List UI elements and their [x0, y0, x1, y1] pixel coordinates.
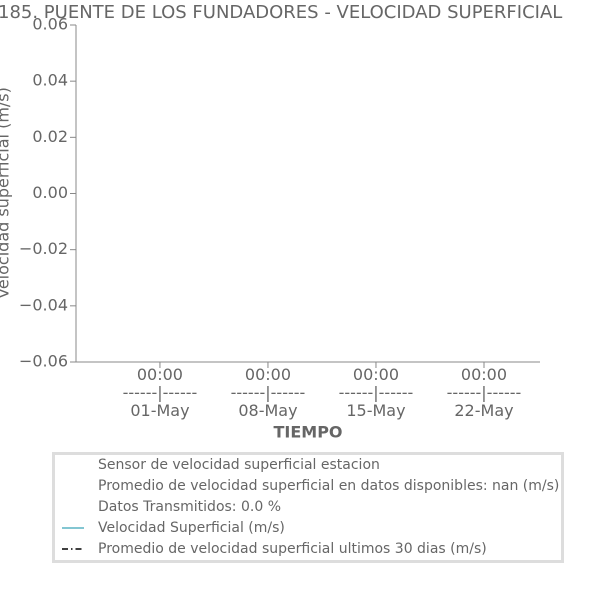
- y-tick-label: 0.04: [32, 71, 68, 90]
- x-tick-label: 00:00 ------|------22-May: [447, 365, 522, 420]
- x-axis-label: TIEMPO: [273, 423, 342, 442]
- chart-title: 185. PUENTE DE LOS FUNDADORES - VELOCIDA…: [0, 2, 562, 23]
- y-tick-label: 0.02: [32, 127, 68, 146]
- y-tick-label: −0.06: [19, 352, 68, 371]
- legend-box: [52, 452, 564, 563]
- y-tick-label: −0.04: [19, 295, 68, 314]
- y-axis-label: Velocidad superficial (m/s): [0, 87, 13, 299]
- legend-label: Promedio de velocidad superficial ultimo…: [98, 541, 487, 557]
- legend-note: Datos Transmitidos: 0.0 %: [98, 499, 281, 515]
- y-tick-label: −0.02: [19, 239, 68, 258]
- x-tick-label: 00:00 ------|------01-May: [123, 365, 198, 420]
- legend-note: Promedio de velocidad superficial en dat…: [98, 478, 559, 494]
- legend-note: Sensor de velocidad superficial estacion: [98, 457, 380, 473]
- y-tick-label: 0.06: [32, 15, 68, 34]
- y-tick-label: 0.00: [32, 183, 68, 202]
- x-tick-label: 00:00 ------|------15-May: [339, 365, 414, 420]
- x-tick-label: 00:00 ------|------08-May: [231, 365, 306, 420]
- legend-label: Velocidad Superficial (m/s): [98, 520, 285, 536]
